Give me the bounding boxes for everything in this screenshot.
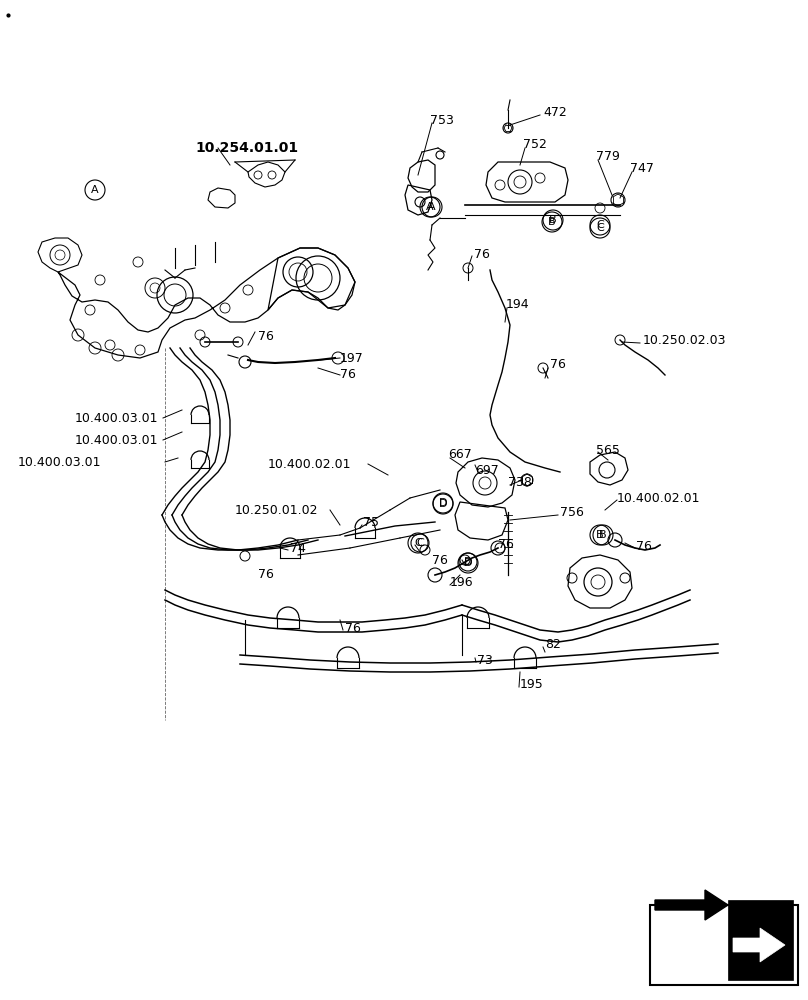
Text: 10.254.01.01: 10.254.01.01 xyxy=(195,141,298,155)
Text: 76: 76 xyxy=(258,568,274,582)
Text: 197: 197 xyxy=(340,352,364,364)
Text: A: A xyxy=(428,202,436,212)
Bar xyxy=(650,905,798,985)
Text: 10.400.02.01: 10.400.02.01 xyxy=(268,458,351,471)
Text: B: B xyxy=(548,217,556,227)
Text: 752: 752 xyxy=(523,138,547,151)
Text: 747: 747 xyxy=(630,161,654,174)
Text: 738: 738 xyxy=(508,477,532,489)
Text: A: A xyxy=(426,202,434,212)
Text: 667: 667 xyxy=(448,448,472,462)
Text: 10.400.02.01: 10.400.02.01 xyxy=(617,491,701,504)
Polygon shape xyxy=(655,890,728,920)
Text: 76: 76 xyxy=(345,621,361,635)
Text: 195: 195 xyxy=(520,678,544,692)
Text: C: C xyxy=(596,220,604,230)
Text: 753: 753 xyxy=(430,113,454,126)
Text: 196: 196 xyxy=(450,576,473,589)
Text: 76: 76 xyxy=(550,359,566,371)
Text: 76: 76 xyxy=(636,540,652,554)
Text: A: A xyxy=(91,185,99,195)
Text: C: C xyxy=(415,538,422,548)
Text: 75: 75 xyxy=(363,516,379,530)
Text: 779: 779 xyxy=(596,150,620,163)
Text: 756: 756 xyxy=(560,506,584,520)
Text: D: D xyxy=(439,499,448,509)
Text: 472: 472 xyxy=(543,105,566,118)
Text: 10.250.02.03: 10.250.02.03 xyxy=(643,334,726,347)
Text: 76: 76 xyxy=(498,538,514,552)
Polygon shape xyxy=(733,928,785,962)
Text: 76: 76 xyxy=(340,368,356,381)
Text: D: D xyxy=(464,558,472,568)
Bar xyxy=(728,900,793,980)
Text: 10.250.01.02: 10.250.01.02 xyxy=(235,504,318,516)
Text: 74: 74 xyxy=(290,542,306,554)
Text: C: C xyxy=(596,223,604,233)
Text: 697: 697 xyxy=(475,464,499,477)
Text: 10.400.03.01: 10.400.03.01 xyxy=(75,412,158,424)
Text: B: B xyxy=(596,530,604,540)
Text: 73: 73 xyxy=(477,654,493,666)
Text: B: B xyxy=(549,215,557,225)
Text: 82: 82 xyxy=(545,639,561,652)
Text: D: D xyxy=(439,498,448,508)
Text: 76: 76 xyxy=(474,247,490,260)
Text: 10.400.03.01: 10.400.03.01 xyxy=(18,456,102,468)
Text: 76: 76 xyxy=(258,330,274,344)
Text: 194: 194 xyxy=(506,298,529,312)
Text: D: D xyxy=(464,557,472,567)
Text: C: C xyxy=(416,538,424,548)
Text: 76: 76 xyxy=(432,554,448,566)
Text: 565: 565 xyxy=(596,444,620,456)
Text: B: B xyxy=(600,530,607,540)
Text: 10.400.03.01: 10.400.03.01 xyxy=(75,434,158,446)
